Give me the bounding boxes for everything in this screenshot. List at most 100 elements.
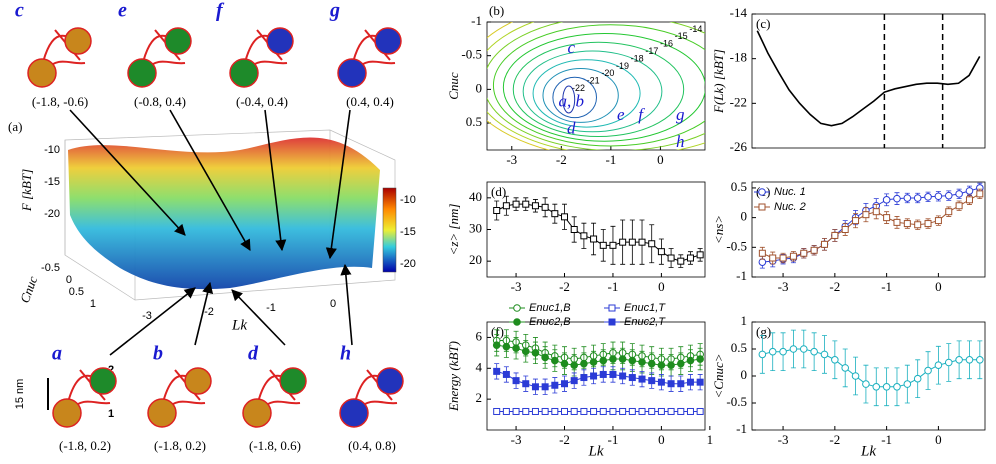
marker	[657, 407, 665, 415]
marker	[502, 202, 510, 210]
marker	[924, 193, 932, 201]
marker	[512, 200, 520, 208]
x-tick-label: -2	[829, 432, 840, 447]
nucleosome	[127, 58, 157, 88]
legend-marker	[513, 304, 521, 312]
contour-line	[512, 41, 685, 138]
marker	[599, 356, 608, 365]
point-label: a, b	[558, 92, 584, 111]
panel-label: (c)	[756, 16, 770, 31]
marker	[841, 364, 850, 372]
structure-label: c	[15, 0, 24, 22]
marker	[677, 407, 685, 415]
marker	[924, 220, 932, 228]
marker	[628, 407, 636, 415]
contour-label: -16	[660, 39, 673, 49]
contour-label: -18	[631, 53, 644, 63]
marker	[799, 345, 808, 353]
x-tick-label: -2	[559, 432, 570, 447]
marker	[667, 254, 675, 262]
legend-label: Enuc2,T	[624, 316, 666, 328]
marker	[696, 378, 704, 386]
y-tick-label: 0.5	[731, 179, 747, 194]
marker	[580, 359, 588, 368]
marker	[965, 187, 974, 195]
plot-frame	[751, 13, 986, 149]
nucleosome	[147, 398, 177, 428]
structure-label: g	[329, 0, 340, 22]
marker	[769, 254, 777, 262]
marker	[810, 347, 818, 356]
series-line	[762, 193, 981, 259]
marker	[609, 355, 617, 363]
point-label: d	[567, 119, 576, 138]
marker	[570, 377, 578, 385]
panel-label: (f)	[491, 324, 504, 339]
marker	[522, 200, 530, 208]
nucleosome	[164, 27, 192, 55]
y-tick-label: -1	[471, 13, 482, 28]
marker	[619, 407, 627, 415]
y-axis-label: Energy (kBT)	[446, 341, 461, 412]
marker	[521, 347, 530, 356]
marker	[945, 208, 953, 216]
y-axis-label: Cnuc	[17, 274, 41, 305]
marker	[914, 221, 922, 229]
contour-label: -20	[601, 68, 614, 78]
structure-coords: (0.4, 0.8)	[348, 438, 396, 453]
marker	[493, 367, 501, 375]
nucleosome	[242, 398, 272, 428]
marker	[628, 374, 636, 382]
z-tick-label: -15	[44, 176, 60, 188]
marker	[872, 383, 881, 391]
nucleosome	[64, 27, 92, 55]
marker	[502, 407, 510, 415]
marker	[502, 370, 510, 378]
marker	[934, 217, 942, 225]
marker	[955, 190, 963, 198]
marker	[619, 238, 627, 246]
marker	[599, 241, 607, 249]
x-tick-label: -2	[556, 152, 567, 167]
point-label: h	[676, 132, 685, 151]
marker	[648, 240, 656, 248]
marker	[955, 202, 963, 210]
x-axis-label: Lk	[231, 317, 247, 333]
y-tick-label: 0.5	[466, 114, 482, 129]
marker	[647, 359, 656, 368]
y-tick-label: -22	[730, 94, 747, 109]
y-tick-label: 0	[66, 274, 72, 286]
marker	[609, 241, 617, 249]
contour-label: -19	[616, 61, 629, 71]
marker	[820, 350, 829, 359]
z-tick-label: -10	[44, 144, 60, 156]
x-tick-label: -2	[829, 279, 840, 294]
marker	[758, 350, 767, 359]
point-label: e	[617, 105, 625, 124]
x-tick-label: 0	[658, 279, 665, 294]
marker	[882, 383, 891, 391]
marker	[522, 380, 530, 388]
marker	[531, 383, 539, 391]
point-label: c	[567, 38, 575, 57]
nucleosome	[376, 367, 404, 395]
legend-marker	[758, 203, 766, 211]
marker	[492, 341, 501, 349]
marker	[862, 380, 870, 388]
contour-line	[492, 24, 705, 147]
structure-coords: (-1.8, 0.2)	[154, 438, 206, 453]
marker	[831, 356, 839, 364]
marker	[551, 407, 559, 415]
marker	[841, 226, 849, 233]
structure-label: d	[248, 343, 259, 365]
marker	[541, 203, 549, 211]
y-tick-label: -1	[736, 268, 747, 283]
marker	[570, 407, 578, 415]
marker	[924, 366, 932, 375]
z-tick-label: -20	[44, 208, 60, 220]
marker	[779, 347, 787, 356]
marker	[903, 380, 912, 388]
marker	[965, 196, 973, 204]
marker	[696, 251, 704, 259]
